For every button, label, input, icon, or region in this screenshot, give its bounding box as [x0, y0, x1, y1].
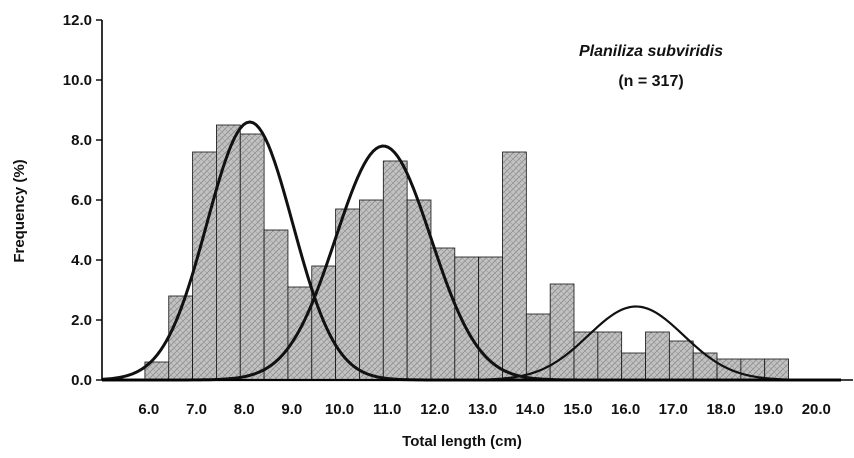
y-axis-title: Frequency (%) — [11, 159, 28, 262]
y-tick-label: 4.0 — [71, 252, 92, 269]
annotation-species: Planiliza subviridis — [579, 43, 723, 60]
histogram-bar — [287, 286, 313, 381]
ticks-layer: 0.0 2.0 4.0 6.0 8.0 10.0 12.0 6.0 7.0 8.0 9.0 10.0 1… — [63, 12, 831, 418]
x-tick-label: 7.0 — [186, 401, 207, 418]
histogram-bar — [430, 247, 456, 381]
histogram-bar — [549, 283, 575, 381]
histogram-bar — [597, 331, 623, 381]
x-axis-title: Total length (cm) — [402, 433, 522, 450]
x-tick-label: 19.0 — [754, 401, 783, 418]
x-tick-label: 12.0 — [420, 401, 449, 418]
histogram-bar — [645, 331, 670, 381]
histogram-bar — [382, 160, 408, 381]
histogram-bar — [621, 352, 646, 381]
bars-layer — [144, 124, 789, 381]
histogram-bar — [263, 229, 289, 381]
x-tick-label: 18.0 — [706, 401, 735, 418]
histogram-bar — [454, 256, 480, 381]
histogram-bar — [573, 331, 599, 381]
x-tick-label: 14.0 — [516, 401, 545, 418]
x-tick-label: 9.0 — [281, 401, 302, 418]
x-tick-label: 16.0 — [611, 401, 640, 418]
histogram-bar — [335, 208, 360, 381]
x-tick-label: 15.0 — [563, 401, 592, 418]
x-tick-label: 6.0 — [138, 401, 159, 418]
histogram-bar — [216, 124, 241, 381]
x-tick-label: 8.0 — [234, 401, 255, 418]
histogram-bar — [359, 199, 384, 381]
x-tick-label: 13.0 — [468, 401, 497, 418]
histogram-bar — [502, 151, 527, 381]
y-tick-label: 10.0 — [63, 72, 92, 89]
y-tick-label: 8.0 — [71, 132, 92, 149]
y-tick-label: 2.0 — [71, 312, 92, 329]
histogram-bar — [668, 340, 694, 381]
histogram-bar — [692, 352, 718, 381]
y-tick-label: 6.0 — [71, 192, 92, 209]
y-tick-label: 0.0 — [71, 372, 92, 389]
annotation-sample-size: (n = 317) — [618, 73, 683, 90]
x-tick-label: 20.0 — [802, 401, 831, 418]
histogram-bar — [764, 358, 789, 381]
x-tick-label: 10.0 — [325, 401, 354, 418]
histogram-bar — [239, 133, 265, 381]
y-tick-label: 12.0 — [63, 12, 92, 29]
x-tick-label: 17.0 — [659, 401, 688, 418]
x-tick-label: 11.0 — [373, 401, 401, 418]
